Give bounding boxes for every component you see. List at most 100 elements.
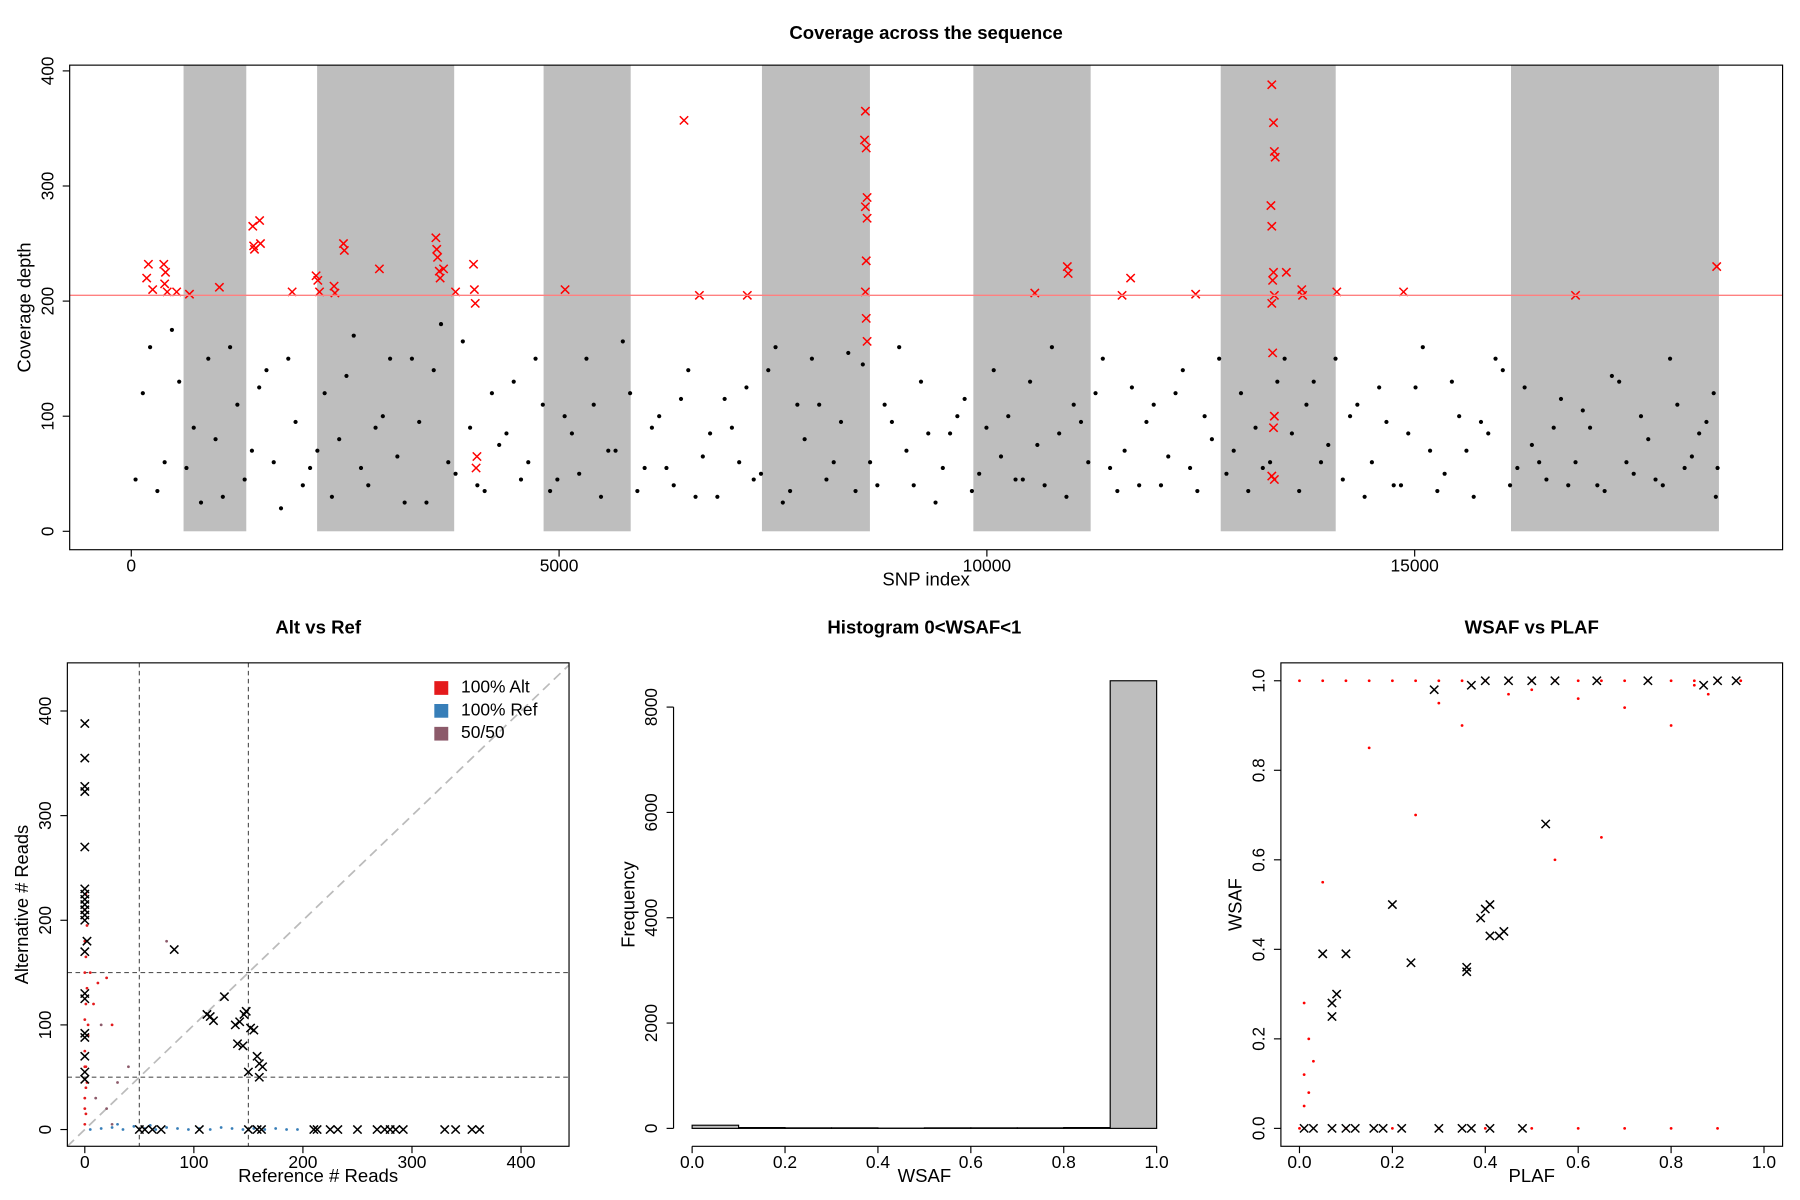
point-cross bbox=[860, 106, 871, 116]
point-cross bbox=[1480, 676, 1491, 686]
point bbox=[1347, 414, 1353, 419]
point bbox=[1006, 414, 1011, 419]
legend-label: 50/50 bbox=[461, 722, 505, 742]
point-cross bbox=[1350, 1123, 1360, 1134]
point bbox=[84, 1002, 88, 1006]
point-cross bbox=[252, 1124, 262, 1135]
point bbox=[773, 345, 778, 350]
point bbox=[708, 431, 713, 436]
point bbox=[1071, 402, 1076, 407]
point bbox=[591, 402, 596, 407]
point bbox=[1692, 683, 1696, 687]
point bbox=[984, 425, 989, 430]
point bbox=[127, 1065, 130, 1069]
region-band bbox=[761, 65, 870, 532]
y-tick-label: 6000 bbox=[641, 793, 661, 831]
point bbox=[84, 1112, 88, 1116]
point bbox=[315, 448, 320, 453]
x-tick-label: 0.6 bbox=[1566, 1152, 1590, 1172]
point bbox=[1209, 437, 1214, 442]
x-axis-label: PLAF bbox=[1509, 1165, 1555, 1186]
point bbox=[1500, 368, 1505, 373]
point-cross bbox=[80, 718, 90, 729]
y-tick-label: 0 bbox=[35, 1125, 55, 1135]
point-cross bbox=[1266, 200, 1276, 211]
point bbox=[1689, 454, 1694, 459]
x-tick-label: 0.6 bbox=[959, 1152, 983, 1172]
point-cross bbox=[1466, 1123, 1477, 1134]
point-cross bbox=[438, 264, 449, 274]
point-cross bbox=[1190, 289, 1201, 299]
point-cross bbox=[390, 1124, 401, 1135]
point bbox=[555, 477, 560, 482]
point bbox=[1344, 679, 1348, 683]
x-axis-label: SNP index bbox=[882, 569, 970, 590]
point bbox=[1307, 1037, 1311, 1041]
point bbox=[620, 339, 625, 344]
point bbox=[1573, 460, 1578, 465]
point-cross bbox=[861, 256, 871, 266]
point-cross bbox=[312, 1124, 322, 1135]
point bbox=[1471, 494, 1476, 499]
point bbox=[1692, 679, 1696, 683]
point bbox=[83, 1049, 87, 1053]
point bbox=[1231, 448, 1236, 453]
legend-swatch bbox=[434, 681, 449, 695]
x-tick-label: 10000 bbox=[963, 556, 1011, 576]
point bbox=[300, 483, 305, 488]
y-tick-label: 400 bbox=[35, 697, 55, 726]
point bbox=[475, 483, 480, 488]
point-cross bbox=[1406, 958, 1416, 968]
point-cross bbox=[398, 1124, 408, 1135]
legend-label: 100% Ref bbox=[461, 700, 538, 720]
x-tick-label: 0.2 bbox=[773, 1152, 797, 1172]
y-tick-label: 200 bbox=[37, 287, 57, 316]
point bbox=[274, 1127, 278, 1130]
point bbox=[1435, 488, 1440, 494]
point bbox=[897, 345, 902, 350]
point-cross bbox=[143, 259, 154, 269]
histogram-bar bbox=[1109, 680, 1158, 1129]
point bbox=[1478, 419, 1484, 425]
point-cross bbox=[450, 287, 461, 297]
point-cross bbox=[1327, 1011, 1337, 1022]
point bbox=[1166, 454, 1171, 459]
point-cross bbox=[80, 994, 90, 1004]
point bbox=[1049, 345, 1054, 350]
point bbox=[84, 1086, 88, 1090]
point bbox=[867, 460, 873, 465]
point bbox=[1576, 679, 1580, 683]
point-cross bbox=[254, 1072, 265, 1082]
point bbox=[155, 488, 160, 494]
point-cross bbox=[1429, 685, 1439, 695]
point-cross bbox=[339, 245, 350, 256]
point bbox=[1137, 483, 1142, 488]
point bbox=[116, 1122, 119, 1126]
point-cross bbox=[861, 313, 871, 324]
point bbox=[1653, 477, 1658, 482]
point bbox=[366, 483, 371, 488]
point bbox=[831, 460, 836, 465]
plot-frame bbox=[69, 64, 1784, 551]
point bbox=[1715, 465, 1720, 471]
point bbox=[187, 1128, 190, 1131]
point bbox=[649, 425, 655, 430]
point bbox=[83, 971, 87, 974]
point-cross bbox=[467, 1124, 477, 1135]
point-cross bbox=[219, 992, 230, 1002]
point-cross bbox=[372, 1124, 382, 1135]
point bbox=[1420, 345, 1425, 350]
point bbox=[242, 477, 247, 482]
region-band bbox=[1511, 65, 1719, 532]
point bbox=[208, 1128, 212, 1131]
point bbox=[1057, 431, 1062, 436]
point-cross bbox=[1517, 1123, 1528, 1134]
point bbox=[1064, 494, 1069, 499]
point bbox=[121, 1128, 125, 1131]
point bbox=[263, 1128, 267, 1131]
point-cross bbox=[80, 753, 90, 763]
point bbox=[1667, 356, 1673, 361]
chart-title: WSAF vs PLAF bbox=[1465, 617, 1599, 638]
point bbox=[83, 1096, 87, 1100]
